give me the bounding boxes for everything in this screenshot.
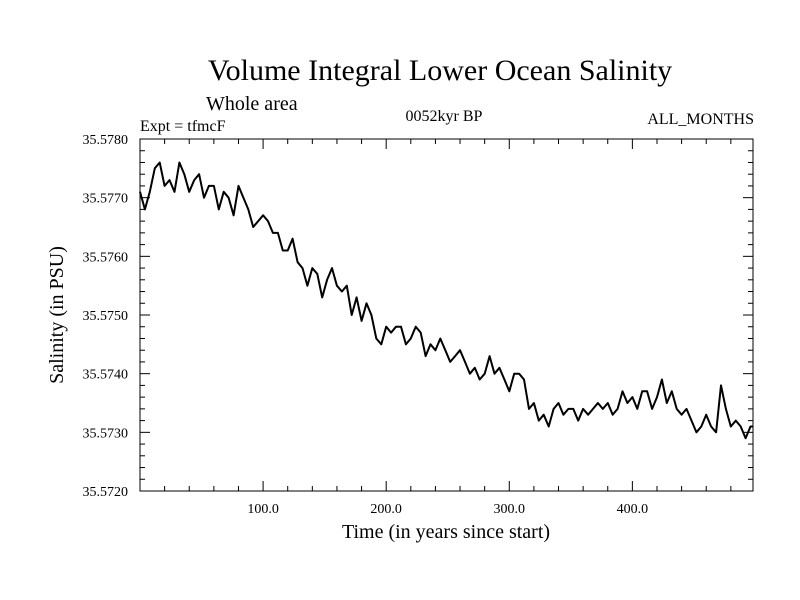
- y-tick-label: 35.5770: [83, 192, 129, 207]
- plot-area: [139, 138, 754, 492]
- x-axis: 100.0 200.0 300.0 400.0: [164, 139, 732, 517]
- x-tick-label: 200.0: [370, 502, 402, 517]
- x-tick-label: 400.0: [617, 502, 649, 517]
- y-tick-label: 35.5750: [83, 309, 129, 324]
- experiment-label: Expt = tfmcF: [140, 118, 226, 135]
- period-label: 0052kyr BP: [406, 108, 483, 125]
- months-label: ALL_MONTHS: [647, 111, 754, 128]
- y-tick-label: 35.5780: [83, 133, 129, 148]
- x-tick-label: 300.0: [494, 502, 526, 517]
- y-tick-label: 35.5760: [83, 250, 129, 265]
- y-axis-label: Salinity (in PSU): [46, 246, 68, 384]
- y-tick-label: 35.5720: [83, 485, 129, 500]
- y-axis: 35.5720 35.5730 35.5740 35.5750 35.5760 35.57…: [83, 133, 753, 500]
- x-tick-label: 100.0: [247, 502, 279, 517]
- chart-title: Volume Integral Lower Ocean Salinity: [208, 54, 672, 87]
- y-tick-label: 35.5730: [83, 426, 129, 441]
- salinity-series-line: [139, 161, 753, 440]
- x-axis-label: Time (in years since start): [342, 521, 550, 543]
- chart-subtitle: Whole area: [206, 93, 298, 115]
- y-tick-label: 35.5740: [83, 368, 129, 383]
